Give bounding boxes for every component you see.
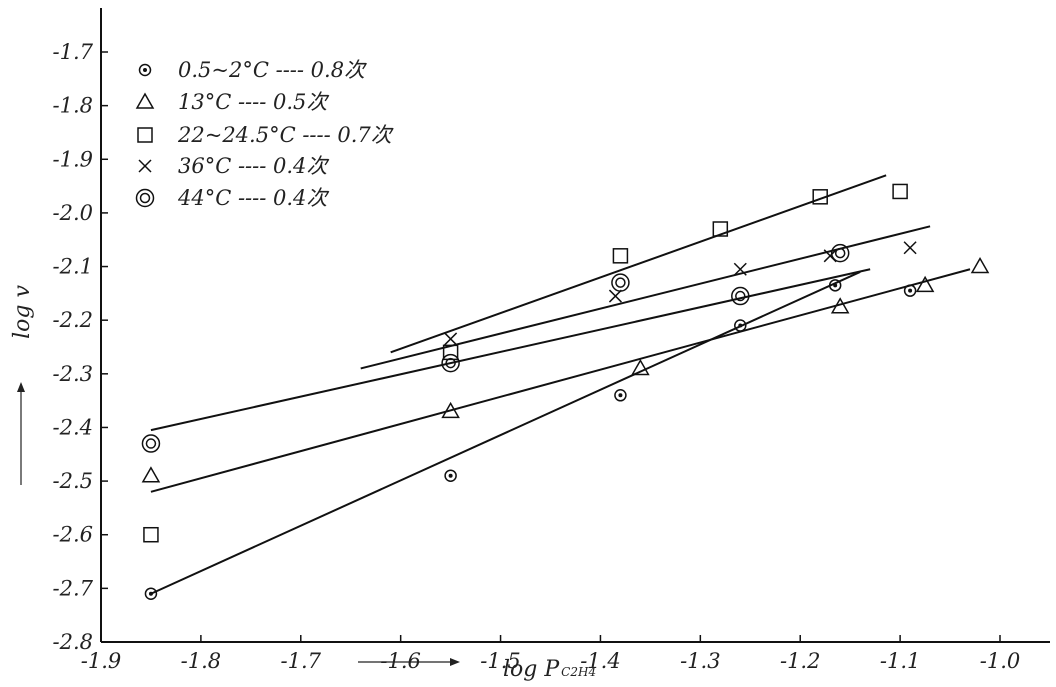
legend-marker-series-3 — [137, 127, 153, 143]
y-tick-label: -2.2 — [53, 308, 94, 332]
fit-line-series-3 — [390, 174, 887, 354]
data-point-series-1 — [144, 587, 158, 600]
fit-line-series-5 — [150, 268, 871, 432]
data-point-series-4 — [733, 262, 747, 276]
legend-marker-series-2 — [135, 92, 155, 109]
fit-line-series-4 — [360, 225, 931, 370]
y-ticks: -2.8 -2.7 -2.6 -2.5 -2.4 -2.3 -2.2 -2.1 -2.0 -1.9… — [53, 40, 108, 654]
x-tick-label: -1.4 — [580, 649, 621, 673]
data-point-series-2 — [141, 466, 161, 483]
data-point-series-3 — [442, 344, 459, 361]
x-ticks: -1.9 -1.8 -1.7 -1.6 -1.5 -1.4 -1.3 -1.2 -1.1 -1.0 — [81, 635, 1021, 673]
y-tick-label: -2.0 — [53, 201, 94, 225]
data-markers — [141, 183, 990, 600]
data-point-series-3 — [892, 183, 908, 200]
y-tick-label: -2.1 — [53, 255, 94, 279]
legend-marker-series-5 — [135, 188, 155, 208]
legend-marker-series-1 — [138, 63, 152, 77]
fit-line-series-2 — [150, 268, 971, 493]
fit-lines — [150, 174, 971, 595]
data-point-series-5 — [611, 273, 630, 292]
y-tick-label: -2.5 — [53, 469, 94, 493]
data-point-series-4 — [903, 241, 917, 255]
legend-label-series-3: 22~24.5°C ---- 0.7次 — [177, 123, 394, 147]
x-tick-label: -1.5 — [480, 649, 521, 673]
legend-label-series-4: 36°C ---- 0.4次 — [178, 154, 329, 178]
axes — [100, 8, 1050, 643]
data-point-series-4 — [444, 332, 458, 346]
legend-label-series-1: 0.5~2°C ---- 0.8次 — [178, 58, 367, 82]
data-point-series-2 — [915, 275, 935, 293]
legend-marker-series-4 — [138, 159, 152, 173]
x-tick-label: -1.1 — [880, 649, 921, 673]
x-tick-label: -1.3 — [680, 649, 721, 673]
y-tick-label: -1.9 — [53, 147, 94, 171]
x-axis-title: log P C2H4 — [358, 657, 596, 682]
y-tick-label: -1.7 — [53, 40, 94, 64]
y-tick-label: -1.8 — [53, 94, 94, 118]
data-point-series-1 — [444, 469, 457, 482]
data-point-series-1 — [903, 284, 917, 297]
legend-label-series-5: 44°C ---- 0.4次 — [177, 186, 329, 210]
data-point-series-5 — [731, 286, 750, 306]
data-point-series-2 — [970, 257, 990, 274]
y-tick-label: -2.8 — [53, 630, 94, 654]
y-tick-label: -2.4 — [53, 415, 94, 439]
data-point-series-4 — [608, 289, 622, 303]
data-point-series-1 — [828, 279, 842, 292]
data-point-series-3 — [712, 221, 729, 237]
fit-line-series-1 — [150, 270, 861, 595]
x-tick-label: -1.9 — [81, 649, 122, 673]
data-point-series-2 — [631, 358, 650, 376]
data-point-series-3 — [143, 526, 159, 543]
data-point-series-2 — [441, 401, 460, 419]
legend: 0.5~2°C ---- 0.8次 13°C ---- 0.5次 22~24.5°C… — [135, 58, 394, 210]
y-tick-label: -2.6 — [53, 523, 94, 547]
data-point-series-5 — [441, 353, 460, 373]
y-axis-label: log v — [10, 285, 35, 339]
y-axis-arrowhead — [17, 382, 25, 392]
data-point-series-1 — [734, 319, 747, 332]
x-tick-label: -1.2 — [780, 649, 821, 673]
data-point-series-2 — [830, 297, 850, 314]
data-point-series-5 — [141, 434, 161, 453]
data-point-series-3 — [812, 189, 828, 205]
y-axis-title: log v — [10, 285, 35, 485]
x-axis-arrowhead — [450, 658, 460, 666]
y-tick-label: -2.7 — [53, 576, 94, 600]
x-tick-label: -1.0 — [980, 649, 1021, 673]
y-tick-label: -2.3 — [53, 362, 94, 386]
x-tick-label: -1.7 — [281, 649, 322, 673]
x-tick-label: -1.6 — [380, 649, 421, 673]
legend-label-series-2: 13°C ---- 0.5次 — [178, 90, 329, 114]
data-point-series-1 — [614, 389, 627, 402]
x-tick-label: -1.8 — [181, 649, 222, 673]
x-axis-label: log P — [503, 657, 560, 682]
x-axis-label-subscript: C2H4 — [561, 665, 596, 679]
data-point-series-5 — [830, 243, 850, 263]
data-point-series-3 — [612, 248, 629, 264]
